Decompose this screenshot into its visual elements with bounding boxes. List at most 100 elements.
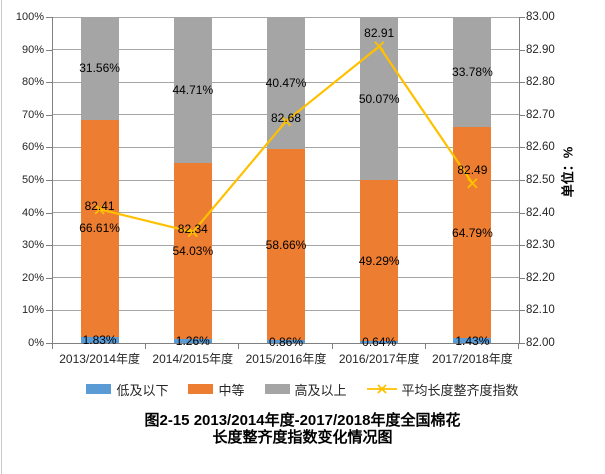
right-axis-tick bbox=[519, 49, 525, 51]
right-axis-title: 单位：% bbox=[560, 146, 576, 198]
left-axis-tick bbox=[46, 277, 52, 279]
right-axis-tick-label: 82.00 bbox=[526, 337, 555, 349]
bar-segment-低及以下 bbox=[80, 337, 119, 343]
legend-swatch-icon bbox=[264, 384, 290, 394]
bar-data-label: 54.03% bbox=[172, 243, 214, 258]
right-axis-tick bbox=[519, 343, 525, 344]
bar-data-label: 33.78% bbox=[452, 65, 493, 80]
legend-swatch-icon bbox=[188, 384, 214, 394]
chart-title-line1: 图2-15 2013/2014年度-2017/2018年度全国棉花 bbox=[144, 412, 461, 429]
category-axis-tick bbox=[331, 343, 333, 349]
left-axis-tick-label: 20% bbox=[21, 271, 44, 284]
category-axis-tick bbox=[518, 343, 519, 349]
right-axis-tick bbox=[519, 17, 525, 18]
right-axis-tick bbox=[519, 180, 525, 181]
bar-segment-中等 bbox=[80, 119, 119, 338]
left-axis-tick bbox=[46, 180, 52, 181]
category-label: 2017/2018年度 bbox=[432, 352, 513, 366]
bar-data-label: 66.61% bbox=[79, 221, 120, 236]
legend-line-marker-icon bbox=[366, 384, 397, 394]
right-axis-tick bbox=[519, 114, 525, 116]
left-axis-tick bbox=[46, 147, 52, 149]
bar-segment-低及以下 bbox=[173, 338, 212, 343]
legend: 低及以下 中等 高及以上 平均长度整齐度指数 bbox=[0, 380, 605, 398]
category-axis-tick bbox=[424, 343, 426, 349]
right-axis-tick-label: 82.10 bbox=[526, 304, 555, 317]
right-axis-tick-label: 82.90 bbox=[526, 43, 555, 56]
trend-line bbox=[99, 45, 474, 234]
bar-segment-低及以下 bbox=[267, 340, 305, 343]
right-axis-tick bbox=[519, 310, 525, 312]
bar-segment-中等 bbox=[173, 162, 212, 339]
bar-segment-高及以上 bbox=[360, 17, 399, 181]
line-data-label: 82.34 bbox=[177, 222, 208, 237]
line-data-label: 82.49 bbox=[457, 163, 488, 178]
legend-label: 低及以下 bbox=[116, 382, 169, 398]
left-axis-line bbox=[52, 17, 53, 343]
bar-data-label: 40.47% bbox=[265, 75, 307, 90]
right-axis-tick-label: 82.70 bbox=[526, 108, 555, 121]
right-axis-tick-label: 83.00 bbox=[526, 11, 555, 23]
left-axis-tick bbox=[46, 212, 52, 214]
bar-segment-中等 bbox=[360, 180, 399, 341]
legend-item-低及以下: 低及以下 bbox=[86, 380, 168, 399]
bar-segment-高及以上 bbox=[173, 17, 212, 163]
right-axis-tick-label: 82.80 bbox=[526, 76, 555, 89]
left-axis-tick-label: 80% bbox=[21, 76, 44, 89]
left-axis-tick-label: 40% bbox=[21, 206, 44, 219]
bar-data-label: 64.79% bbox=[452, 225, 493, 240]
bar-segment-低及以下 bbox=[453, 338, 492, 343]
right-axis-tick bbox=[519, 277, 525, 279]
left-axis-tick bbox=[46, 82, 52, 84]
bar-data-label: 49.29% bbox=[358, 253, 400, 268]
right-axis-tick-label: 82.30 bbox=[526, 239, 555, 252]
chart-frame-border bbox=[1, 0, 2, 474]
left-axis-tick-label: 60% bbox=[21, 141, 44, 154]
left-axis-tick-label: 30% bbox=[21, 239, 44, 252]
line-marker-x bbox=[187, 227, 198, 238]
legend-label: 高及以上 bbox=[294, 382, 347, 398]
bar-segment-中等 bbox=[453, 127, 492, 339]
left-axis-tick bbox=[46, 245, 52, 247]
left-axis-tick-label: 100% bbox=[15, 11, 44, 23]
bar-data-label: 0.86% bbox=[268, 334, 304, 349]
trend-line-layer bbox=[94, 41, 478, 238]
line-marker-x bbox=[467, 178, 478, 189]
legend-item-中等: 中等 bbox=[188, 380, 245, 399]
bar-segment-高及以上 bbox=[80, 17, 119, 120]
right-axis-tick bbox=[519, 147, 525, 149]
legend-item-高及以上: 高及以上 bbox=[264, 380, 347, 399]
bar-segment-中等 bbox=[267, 148, 305, 341]
line-marker-x bbox=[94, 204, 105, 215]
category-axis-tick bbox=[238, 343, 240, 349]
right-axis-tick-label: 82.20 bbox=[526, 271, 555, 284]
legend-item-平均长度整齐度指数: 平均长度整齐度指数 bbox=[366, 380, 519, 399]
left-axis-tick-label: 10% bbox=[21, 304, 44, 317]
legend-swatch-icon bbox=[86, 384, 112, 394]
legend-label: 中等 bbox=[218, 382, 245, 398]
line-data-label: 82.91 bbox=[364, 26, 395, 41]
category-label: 2013/2014年度 bbox=[59, 352, 140, 366]
legend-label: 平均长度整齐度指数 bbox=[401, 382, 519, 398]
bar-data-label: 58.66% bbox=[265, 237, 307, 252]
left-axis-tick-label: 90% bbox=[21, 43, 44, 56]
left-axis-tick-label: 70% bbox=[21, 108, 44, 121]
plot-area: 1.83% 66.61% 31.56% 1.26% 54.03% 44.71% 0.86% 5… bbox=[52, 16, 520, 349]
left-axis-tick bbox=[46, 343, 52, 344]
left-axis-tick bbox=[46, 114, 52, 116]
left-axis-tick bbox=[46, 49, 52, 51]
left-axis-tick bbox=[46, 17, 52, 18]
bar-segment-高及以上 bbox=[453, 17, 492, 128]
category-axis-tick bbox=[52, 343, 53, 349]
category-label: 2015/2016年度 bbox=[245, 352, 327, 366]
left-axis-tick bbox=[46, 310, 52, 312]
category-label: 2016/2017年度 bbox=[338, 352, 420, 366]
right-axis-tick bbox=[519, 212, 525, 214]
bar-data-label: 1.83% bbox=[82, 333, 117, 348]
gridline bbox=[53, 16, 519, 18]
bar-segment-低及以下 bbox=[360, 340, 399, 343]
chart-title: 图2-15 2013/2014年度-2017/2018年度全国棉花 长度整齐度指… bbox=[0, 412, 605, 446]
line-data-label: 82.41 bbox=[84, 199, 115, 214]
right-axis-tick bbox=[519, 82, 525, 84]
